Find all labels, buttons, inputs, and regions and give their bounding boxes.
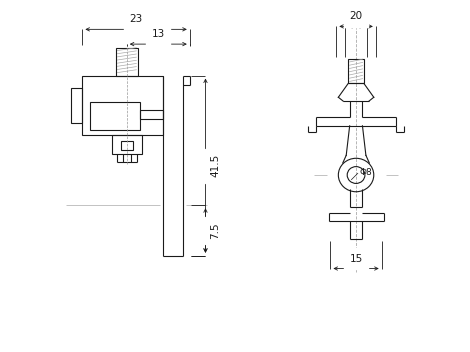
- Text: 15: 15: [349, 253, 363, 264]
- Text: 7.5: 7.5: [211, 222, 220, 239]
- Bar: [116, 48, 138, 76]
- Bar: [90, 102, 140, 130]
- Text: 23: 23: [129, 14, 143, 24]
- Text: 41.5: 41.5: [211, 154, 220, 177]
- Bar: [82, 76, 163, 135]
- Text: 20: 20: [350, 12, 363, 21]
- Bar: [121, 140, 133, 150]
- Bar: [140, 111, 163, 119]
- Text: Φ8: Φ8: [359, 168, 372, 177]
- Text: 20: 20: [350, 12, 363, 21]
- Bar: [70, 88, 82, 123]
- Text: 13: 13: [152, 29, 165, 39]
- Bar: [112, 135, 141, 154]
- Bar: [348, 59, 364, 83]
